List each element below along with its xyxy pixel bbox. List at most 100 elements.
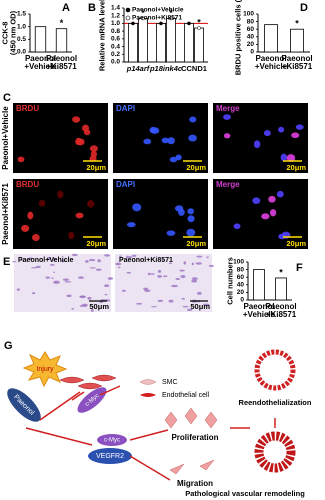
y-tick-label: 0.6 bbox=[111, 36, 120, 43]
stain-cell bbox=[179, 269, 185, 272]
nucleus bbox=[27, 211, 34, 220]
y-tick-label: 1.0 bbox=[111, 20, 120, 27]
stain-cell bbox=[104, 284, 110, 288]
y-tick-label: 40 bbox=[247, 34, 255, 41]
row-label: Paeonol+Vehicle bbox=[1, 106, 10, 170]
y-tick-label: 60 bbox=[237, 274, 245, 281]
nucleus bbox=[187, 208, 195, 215]
bar-marker bbox=[159, 21, 163, 26]
channel-label: Merge bbox=[216, 104, 240, 113]
stain-cell bbox=[107, 277, 114, 280]
bar bbox=[166, 18, 176, 63]
y-tick-label: 0 bbox=[240, 297, 244, 304]
x-tick-label: Paeonol +Vehicle bbox=[24, 54, 57, 71]
significance: * bbox=[169, 8, 173, 18]
nucleus bbox=[167, 137, 175, 145]
nucleus bbox=[268, 195, 276, 203]
nucleus bbox=[291, 132, 300, 139]
y-tick-label: 1.4 bbox=[111, 5, 120, 12]
stain-cell bbox=[87, 296, 92, 300]
scale-text: 20μm bbox=[186, 239, 206, 248]
vegfr2-shape bbox=[88, 448, 132, 464]
stain-cell bbox=[144, 289, 151, 293]
stain-cell bbox=[53, 280, 60, 284]
stain-cell bbox=[180, 274, 186, 279]
stain-cell bbox=[151, 306, 158, 308]
stain-cell bbox=[61, 259, 65, 263]
channel-label: Merge bbox=[216, 180, 240, 189]
significance: * bbox=[279, 267, 283, 277]
nucleus bbox=[252, 197, 261, 204]
nucleus bbox=[174, 205, 184, 212]
diagram: G Injury Paeonol c-Myc c-Myc VEGFR2 SMC … bbox=[4, 340, 312, 498]
stain-cell bbox=[202, 303, 210, 306]
channel-label: BRDU bbox=[16, 104, 39, 113]
legend-marker bbox=[125, 15, 131, 21]
panel-label: F bbox=[296, 262, 303, 274]
bar bbox=[253, 269, 265, 301]
scale-text: 20μm bbox=[186, 163, 206, 172]
x-tick-label: Paeonol +Ki8571 bbox=[45, 54, 78, 71]
nucleus bbox=[89, 145, 98, 153]
stain-cell bbox=[182, 305, 189, 308]
nucleus bbox=[161, 137, 169, 144]
stain-cell bbox=[97, 259, 101, 263]
stain-cell bbox=[79, 295, 85, 298]
vessel-ring bbox=[254, 431, 296, 473]
y-tick-label: 1.0 bbox=[17, 23, 26, 30]
stain-cell bbox=[89, 267, 97, 269]
y-axis-label: Cell numbers bbox=[225, 257, 235, 305]
y-tick-label: 100 bbox=[243, 11, 254, 18]
scale-text: 50μm bbox=[89, 302, 109, 311]
cmyc-shape bbox=[77, 387, 107, 413]
stain-cell bbox=[119, 255, 122, 258]
stain-cell bbox=[117, 266, 121, 269]
y-tick-label: 0.4 bbox=[111, 43, 120, 50]
significance: * bbox=[295, 19, 299, 29]
cmyc-text: c-Myc bbox=[104, 438, 120, 444]
stain-cell bbox=[196, 255, 203, 258]
stain-cell bbox=[79, 305, 83, 307]
stain-cell bbox=[45, 276, 51, 279]
y-tick-label: 60 bbox=[247, 26, 255, 33]
nucleus bbox=[261, 213, 270, 220]
stain-cell bbox=[31, 267, 38, 269]
stain-cell bbox=[28, 257, 33, 260]
nucleus bbox=[286, 154, 296, 162]
y-tick-label: 0.2 bbox=[111, 51, 120, 58]
migration-text: Migration bbox=[177, 479, 213, 488]
panel-label: A bbox=[62, 2, 70, 14]
x-tick-label: Paeonol +Vehicle bbox=[242, 302, 276, 319]
panel-label: B bbox=[88, 2, 96, 14]
injury-text: Injury bbox=[36, 366, 54, 373]
stain-cell bbox=[96, 268, 102, 271]
image-label: Paeonol+Ki8571 bbox=[119, 257, 173, 264]
y-tick-label: 1.2 bbox=[111, 12, 120, 19]
stain-cell bbox=[66, 294, 72, 298]
stain-cell bbox=[52, 257, 56, 261]
smc-text: SMC bbox=[162, 379, 178, 386]
stain-cell bbox=[90, 308, 94, 313]
y-tick-label: 100 bbox=[233, 259, 244, 266]
stain-cell bbox=[49, 264, 55, 266]
y-tick-label: 0.8 bbox=[111, 28, 120, 35]
paeonol-shape bbox=[7, 388, 41, 422]
bar bbox=[138, 18, 148, 63]
scale-text: 20μm bbox=[286, 239, 306, 248]
nucleus bbox=[269, 209, 277, 217]
bar bbox=[34, 26, 47, 53]
endothelial-text: Endothelial cell bbox=[162, 392, 210, 399]
stain-cell bbox=[35, 265, 41, 269]
stain-cell bbox=[147, 272, 151, 276]
remodeling-text: Pathological vascular remodeling bbox=[185, 489, 305, 498]
nucleus bbox=[38, 199, 46, 207]
stain-cell bbox=[88, 258, 96, 262]
stain-cell bbox=[71, 253, 78, 257]
stain-cell bbox=[161, 260, 165, 262]
nucleus bbox=[169, 156, 178, 163]
x-tick-label: Paeonol +Ki8571 bbox=[281, 54, 313, 71]
nucleus bbox=[233, 223, 241, 230]
stain-cell bbox=[104, 254, 110, 257]
stain-cell bbox=[53, 271, 56, 273]
